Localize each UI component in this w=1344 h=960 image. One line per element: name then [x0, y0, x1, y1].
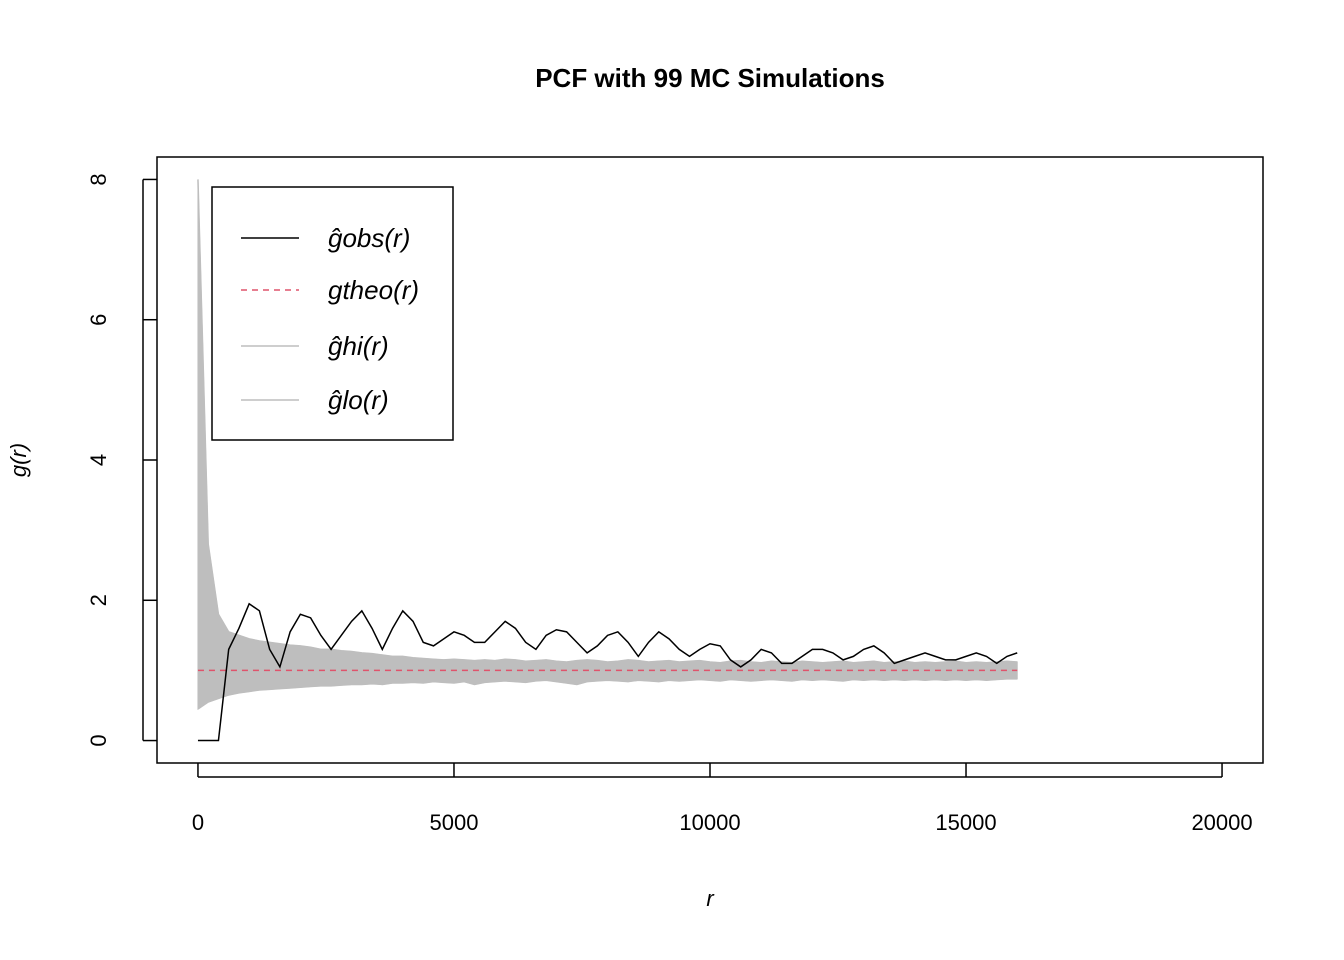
x-tick-label: 20000: [1191, 810, 1252, 835]
legend-label: ĝlo(r): [328, 385, 389, 415]
legend-label: gtheo(r): [328, 275, 419, 305]
x-tick-label: 5000: [430, 810, 479, 835]
y-tick-label: 8: [86, 173, 111, 185]
series-line: [197, 678, 1018, 710]
y-axis-label: g(r): [6, 443, 31, 477]
legend-label: ĝhi(r): [328, 331, 389, 361]
chart-title: PCF with 99 MC Simulations: [535, 63, 885, 93]
y-tick-label: 6: [86, 314, 111, 326]
legend-label: ĝobs(r): [328, 223, 410, 253]
series-line: [197, 602, 1018, 742]
x-tick-label: 15000: [935, 810, 996, 835]
x-axis-label: r: [706, 886, 715, 911]
y-tick-label: 4: [86, 454, 111, 466]
series-line: [197, 179, 1018, 664]
legend-box: [211, 186, 454, 441]
plot-frame: [156, 156, 1264, 764]
y-tick-label: 2: [86, 594, 111, 606]
y-tick-label: 0: [86, 734, 111, 746]
x-tick-label: 0: [192, 810, 204, 835]
x-tick-label: 10000: [679, 810, 740, 835]
